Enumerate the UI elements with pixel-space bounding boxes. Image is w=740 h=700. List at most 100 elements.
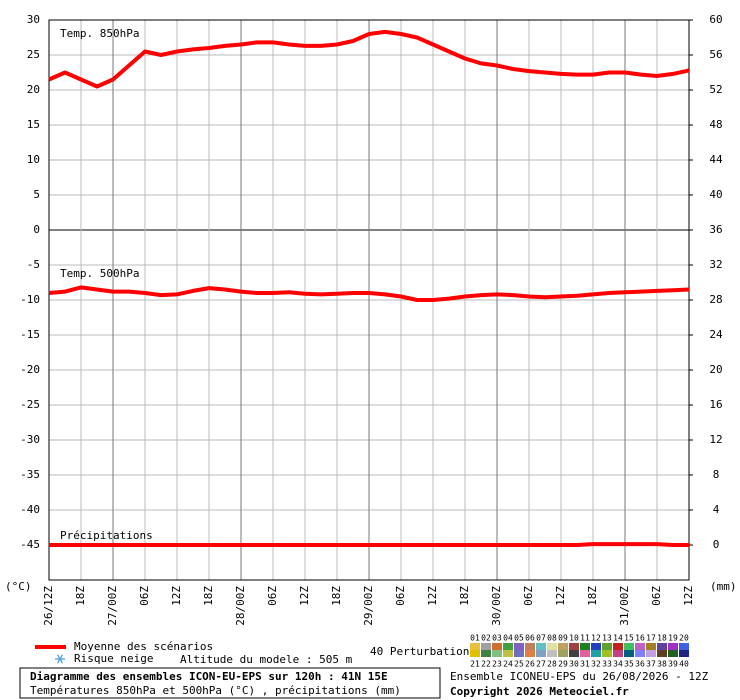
member-swatch xyxy=(492,643,502,650)
y2-tick-label: 16 xyxy=(709,398,722,411)
member-label: 18 xyxy=(657,634,667,643)
member-label: 16 xyxy=(635,634,645,643)
member-label: 31 xyxy=(580,660,590,669)
perturbations-label: 40 Perturbations xyxy=(370,645,476,658)
member-swatch xyxy=(580,650,590,657)
member-swatch xyxy=(635,650,645,657)
mean-line xyxy=(48,285,690,302)
y-tick-label: 15 xyxy=(27,118,40,131)
member-label: 35 xyxy=(624,660,634,669)
member-swatch xyxy=(602,643,612,650)
x-tick-label: 18Z xyxy=(74,586,87,606)
member-swatch xyxy=(591,643,601,650)
marks xyxy=(48,29,690,547)
y-tick-label: 20 xyxy=(27,83,40,96)
member-label: 39 xyxy=(668,660,678,669)
y2-tick-label: 52 xyxy=(709,83,722,96)
x-tick-label: 12Z xyxy=(170,586,183,606)
members-legend: 01 02 03 04 05 06 07 08 09 10 11 12 13 14 15 16 17 18 19 20… xyxy=(470,634,689,669)
footer-copyright: Copyright 2026 Meteociel.fr xyxy=(450,685,629,698)
x-tick-label: 18Z xyxy=(330,586,343,606)
member-label: 09 xyxy=(558,634,568,643)
y-tick-label: 0 xyxy=(33,223,40,236)
member-label: 30 xyxy=(569,660,579,669)
member-swatch xyxy=(503,650,513,657)
member-label: 01 xyxy=(470,634,480,643)
member-swatch xyxy=(492,650,502,657)
footer-run: Ensemble ICONEU-EPS du 26/08/2026 - 12Z xyxy=(450,670,709,683)
y2-tick-label: 8 xyxy=(713,468,720,481)
x-tick-label: 12Z xyxy=(554,586,567,606)
series-label: Temp. 850hPa xyxy=(60,27,139,40)
y2-tick-label: 20 xyxy=(709,363,722,376)
y-tick-label: -25 xyxy=(20,398,40,411)
y2-tick-label: 44 xyxy=(709,153,723,166)
member-swatch xyxy=(646,650,656,657)
y-tick-label: -30 xyxy=(20,433,40,446)
member-swatch xyxy=(679,650,689,657)
x-tick-label: 06Z xyxy=(394,586,407,606)
member-label: 08 xyxy=(547,634,557,643)
member-swatch xyxy=(481,650,491,657)
member-label: 22 xyxy=(481,660,491,669)
member-label: 19 xyxy=(668,634,678,643)
member-swatch xyxy=(470,650,480,657)
mean-line xyxy=(49,542,689,547)
member-swatch xyxy=(558,650,568,657)
x-tick-label: 12Z xyxy=(298,586,311,606)
x-tick-label: 06Z xyxy=(650,586,663,606)
member-swatch xyxy=(646,643,656,650)
x-tick-label: 18Z xyxy=(458,586,471,606)
member-swatch xyxy=(679,643,689,650)
member-swatch xyxy=(547,643,557,650)
member-label: 37 xyxy=(646,660,656,669)
member-label: 13 xyxy=(602,634,612,643)
member-label: 25 xyxy=(514,660,524,669)
x-tick-label: 30/00Z xyxy=(490,586,503,626)
footer-box xyxy=(19,667,441,699)
member-label: 21 xyxy=(470,660,480,669)
member-label: 15 xyxy=(624,634,634,643)
x-tick-label: 18Z xyxy=(202,586,215,606)
member-swatch xyxy=(481,643,491,650)
y2-tick-label: 48 xyxy=(709,118,722,131)
member-label: 03 xyxy=(492,634,502,643)
y-tick-label: 30 xyxy=(27,13,40,26)
mean-line xyxy=(48,29,690,89)
member-label: 04 xyxy=(503,634,513,643)
member-swatch xyxy=(613,643,623,650)
y-tick-label: -35 xyxy=(20,468,40,481)
member-swatch xyxy=(635,643,645,650)
y2-tick-label: 40 xyxy=(709,188,722,201)
member-label: 29 xyxy=(558,660,568,669)
member-swatch xyxy=(569,643,579,650)
member-label: 34 xyxy=(613,660,623,669)
member-label: 33 xyxy=(602,660,612,669)
y2-tick-label: 32 xyxy=(709,258,722,271)
member-swatch xyxy=(514,650,524,657)
member-label: 05 xyxy=(514,634,524,643)
member-swatch xyxy=(503,643,513,650)
footer-subtitle: Températures 850hPa et 500hPa (°C) , pré… xyxy=(30,684,401,697)
x-tick-label: 28/00Z xyxy=(234,586,247,626)
y-tick-label: 5 xyxy=(33,188,40,201)
member-label: 27 xyxy=(536,660,546,669)
member-label: 07 xyxy=(536,634,546,643)
member-swatch xyxy=(668,643,678,650)
y2-tick-label: 36 xyxy=(709,223,722,236)
y2-tick-label: 12 xyxy=(709,433,722,446)
x-tick-label: 06Z xyxy=(138,586,151,606)
member-label: 36 xyxy=(635,660,645,669)
y-tick-label: 10 xyxy=(27,153,40,166)
grid: 30 25 20 15 10 5 0 -5 -10 -15 -20 -25 -30 -35 -40 -45 60… xyxy=(20,13,723,626)
plot-frame xyxy=(48,19,690,581)
member-label: 32 xyxy=(591,660,601,669)
y-tick-label: -10 xyxy=(20,293,40,306)
member-swatch xyxy=(624,650,634,657)
x-tick-label: 18Z xyxy=(586,586,599,606)
member-swatch xyxy=(470,643,480,650)
member-swatch xyxy=(547,650,557,657)
member-swatch xyxy=(657,650,667,657)
y2-unit: (mm) xyxy=(710,580,737,593)
